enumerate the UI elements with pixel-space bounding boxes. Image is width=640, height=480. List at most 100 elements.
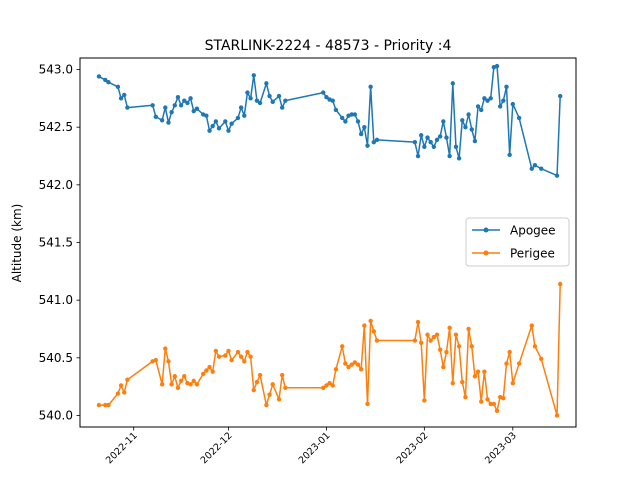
data-point bbox=[248, 354, 253, 359]
data-point bbox=[254, 379, 260, 385]
data-point bbox=[279, 372, 285, 378]
data-point bbox=[276, 397, 282, 402]
data-point bbox=[150, 103, 155, 108]
data-point bbox=[374, 338, 380, 343]
data-point bbox=[216, 126, 222, 131]
data-point bbox=[169, 110, 174, 115]
y-tick-label: 542.0 bbox=[39, 178, 73, 192]
data-point bbox=[213, 119, 219, 124]
y-axis: 540.0 540.5 541.0 541.5 542.0 542.5 543.0 bbox=[39, 63, 80, 422]
data-point bbox=[529, 323, 534, 328]
data-point bbox=[371, 139, 377, 145]
data-point bbox=[251, 387, 256, 393]
data-point bbox=[479, 107, 484, 113]
data-point bbox=[96, 402, 102, 408]
data-point bbox=[201, 371, 206, 377]
y-tick-label: 540.0 bbox=[39, 408, 73, 422]
data-point bbox=[340, 344, 345, 349]
series-apogee bbox=[96, 63, 563, 178]
data-point bbox=[182, 98, 187, 103]
data-point bbox=[425, 332, 430, 337]
data-point bbox=[321, 90, 326, 95]
data-point bbox=[365, 143, 370, 148]
data-point bbox=[229, 357, 234, 363]
data-point bbox=[210, 369, 215, 374]
data-point bbox=[494, 63, 500, 69]
data-point bbox=[204, 368, 209, 373]
data-point bbox=[267, 93, 272, 99]
data-point bbox=[115, 84, 121, 90]
data-point bbox=[185, 100, 190, 106]
legend-marker-apogee bbox=[483, 227, 489, 233]
data-point bbox=[343, 119, 348, 124]
data-point bbox=[428, 338, 433, 343]
data-point bbox=[434, 137, 440, 143]
data-point bbox=[491, 401, 497, 407]
y-axis-label: Altitude (km) bbox=[10, 204, 24, 283]
data-point bbox=[558, 93, 563, 99]
y-tick-label: 542.5 bbox=[39, 120, 73, 134]
data-point bbox=[207, 128, 212, 133]
plot-area bbox=[96, 63, 563, 418]
data-point bbox=[254, 98, 260, 103]
data-point bbox=[507, 152, 512, 158]
data-point bbox=[469, 127, 474, 132]
data-point bbox=[172, 103, 177, 108]
data-point bbox=[175, 95, 181, 100]
axes-frame bbox=[79, 57, 577, 428]
series-perigee bbox=[96, 281, 563, 418]
data-point bbox=[103, 402, 108, 408]
data-point bbox=[153, 357, 159, 363]
data-point bbox=[428, 139, 433, 145]
data-point bbox=[191, 378, 196, 384]
data-point bbox=[245, 349, 250, 355]
data-point bbox=[175, 385, 181, 390]
data-point bbox=[371, 329, 377, 334]
data-point bbox=[365, 401, 370, 407]
data-point bbox=[191, 108, 196, 114]
data-point bbox=[510, 380, 516, 386]
data-point bbox=[238, 105, 244, 110]
data-point bbox=[115, 391, 121, 396]
data-point bbox=[529, 166, 534, 171]
data-point bbox=[188, 382, 193, 387]
data-point bbox=[103, 77, 108, 83]
data-point bbox=[431, 334, 437, 340]
data-point bbox=[501, 395, 506, 401]
data-point bbox=[226, 128, 231, 133]
data-point bbox=[279, 105, 285, 110]
data-point bbox=[172, 374, 177, 379]
data-point bbox=[488, 401, 493, 407]
data-point bbox=[472, 138, 478, 144]
data-point bbox=[362, 323, 367, 328]
data-point bbox=[482, 96, 487, 101]
data-point bbox=[504, 84, 509, 90]
data-point bbox=[223, 353, 228, 358]
data-point bbox=[257, 372, 263, 378]
data-point bbox=[118, 383, 124, 388]
data-point bbox=[327, 380, 332, 386]
data-point bbox=[178, 103, 184, 108]
data-point bbox=[475, 369, 481, 374]
data-point bbox=[235, 115, 241, 121]
data-point bbox=[358, 131, 364, 137]
data-point bbox=[368, 84, 373, 90]
data-point bbox=[463, 394, 468, 400]
data-point bbox=[106, 80, 111, 85]
data-point bbox=[554, 413, 560, 418]
data-point bbox=[554, 173, 560, 178]
data-point bbox=[352, 360, 358, 365]
data-point bbox=[441, 364, 446, 370]
data-point bbox=[539, 166, 544, 171]
data-point bbox=[324, 383, 329, 388]
data-point bbox=[419, 340, 424, 346]
data-point bbox=[437, 134, 443, 139]
data-point bbox=[434, 332, 440, 337]
data-point bbox=[343, 361, 348, 366]
data-point bbox=[182, 374, 187, 379]
data-point bbox=[248, 96, 253, 101]
data-point bbox=[355, 362, 361, 367]
data-point bbox=[479, 399, 484, 404]
data-point bbox=[122, 92, 127, 98]
data-point bbox=[283, 98, 288, 103]
